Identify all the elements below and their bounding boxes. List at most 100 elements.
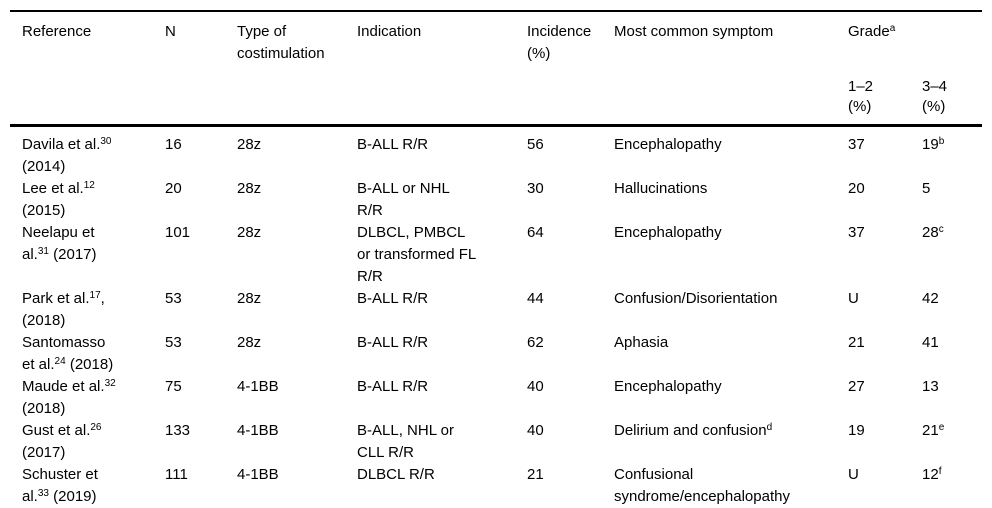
superscript: f bbox=[938, 466, 942, 477]
cell-incidence: 30 bbox=[527, 180, 544, 197]
cell-n: 20 bbox=[165, 180, 182, 197]
table-row: Neelapu et al.31 (2017) 101 28z DLBCL, PMBCL… bbox=[10, 222, 982, 288]
superscript: 31 bbox=[37, 246, 49, 257]
header-row-main: Reference N Type of costimulation Indicat… bbox=[10, 11, 982, 77]
cell-grade-3-4: 12f bbox=[922, 466, 942, 483]
col-header-costimulation: Type of costimulation bbox=[237, 23, 325, 62]
header-row-grade-sub: 1–2 (%) 3–4 (%) bbox=[10, 77, 982, 126]
cell-indication: B-ALL R/R bbox=[357, 334, 429, 351]
col-header-incidence: Incidence (%) bbox=[527, 23, 592, 62]
cell-grade-1-2: 19 bbox=[848, 422, 865, 439]
table-body: Davila et al.30 (2014) 16 28z B-ALL R/R 56 Enc… bbox=[10, 126, 982, 508]
cell-reference: Santomasso et al.24 (2018) bbox=[22, 334, 114, 373]
superscript: 30 bbox=[100, 136, 112, 147]
cell-grade-3-4: 42 bbox=[922, 290, 939, 307]
superscript: 26 bbox=[90, 422, 102, 433]
cell-n: 101 bbox=[165, 224, 191, 241]
cell-reference: Lee et al.12 (2015) bbox=[22, 180, 95, 219]
cell-incidence: 40 bbox=[527, 378, 544, 395]
col-header-reference: Reference bbox=[22, 23, 92, 40]
cell-reference: Maude et al.32 (2018) bbox=[22, 378, 116, 417]
cell-grade-3-4: 28c bbox=[922, 224, 944, 241]
header-spacer bbox=[10, 77, 848, 126]
cell-n: 133 bbox=[165, 422, 191, 439]
cell-grade-1-2: 20 bbox=[848, 180, 865, 197]
cell-costimulation: 28z bbox=[237, 136, 262, 153]
cell-reference: Davila et al.30 (2014) bbox=[22, 136, 112, 175]
cell-indication: B-ALL or NHL R/R bbox=[357, 180, 450, 219]
cell-n: 111 bbox=[165, 466, 188, 483]
col-header-indication: Indication bbox=[357, 23, 422, 40]
cell-symptom: Encephalopathy bbox=[614, 224, 722, 241]
cell-incidence: 64 bbox=[527, 224, 544, 241]
cell-incidence: 44 bbox=[527, 290, 544, 307]
superscript: c bbox=[938, 224, 944, 235]
cell-incidence: 21 bbox=[527, 466, 544, 483]
cell-grade-3-4: 5 bbox=[922, 180, 931, 197]
cell-reference: Neelapu et al.31 (2017) bbox=[22, 224, 97, 263]
table-row: Schuster et al.33 (2019) 111 4-1BB DLBCL R/R… bbox=[10, 464, 982, 508]
table-row: Gust et al.26 (2017) 133 4-1BB B-ALL, NHL or… bbox=[10, 420, 982, 464]
cell-grade-1-2: U bbox=[848, 290, 859, 307]
table-row: Park et al.17, (2018) 53 28z B-ALL R/R 44 Conf… bbox=[10, 288, 982, 332]
superscript: 24 bbox=[54, 356, 66, 367]
cell-symptom: Hallucinations bbox=[614, 180, 708, 197]
table-row: Santomasso et al.24 (2018) 53 28z B-ALL R/R 6… bbox=[10, 332, 982, 376]
cell-reference: Park et al.17, (2018) bbox=[22, 290, 105, 329]
cell-costimulation: 4-1BB bbox=[237, 378, 279, 395]
neurotoxicity-studies-table: Reference N Type of costimulation Indicat… bbox=[10, 10, 983, 508]
superscript: 33 bbox=[37, 488, 49, 499]
cell-incidence: 40 bbox=[527, 422, 544, 439]
cell-n: 75 bbox=[165, 378, 182, 395]
cell-reference: Gust et al.26 (2017) bbox=[22, 422, 102, 461]
col-header-n: N bbox=[165, 23, 176, 40]
cell-grade-1-2: 37 bbox=[848, 224, 865, 241]
cell-costimulation: 28z bbox=[237, 334, 262, 351]
col-header-grade-1-2: 1–2 (%) bbox=[848, 78, 874, 115]
table-header: Reference N Type of costimulation Indicat… bbox=[10, 11, 983, 126]
cell-costimulation: 4-1BB bbox=[237, 466, 279, 483]
table-row: Davila et al.30 (2014) 16 28z B-ALL R/R 56 Enc… bbox=[10, 126, 982, 179]
cell-n: 16 bbox=[165, 136, 182, 153]
superscript: b bbox=[938, 136, 945, 147]
table-row: Lee et al.12 (2015) 20 28z B-ALL or NHL R/R 30… bbox=[10, 178, 982, 222]
cell-incidence: 62 bbox=[527, 334, 544, 351]
cell-symptom: Encephalopathy bbox=[614, 136, 722, 153]
superscript: 17 bbox=[89, 290, 101, 301]
cell-grade-3-4: 19b bbox=[922, 136, 945, 153]
cell-grade-1-2: 21 bbox=[848, 334, 865, 351]
cell-symptom: Aphasia bbox=[614, 334, 669, 351]
cell-costimulation: 28z bbox=[237, 224, 262, 241]
cell-grade-3-4: 41 bbox=[922, 334, 939, 351]
superscript: a bbox=[889, 23, 896, 34]
col-header-grade-3-4: 3–4 (%) bbox=[922, 78, 948, 115]
cell-indication: B-ALL R/R bbox=[357, 378, 429, 395]
cell-grade-3-4: 13 bbox=[922, 378, 939, 395]
col-header-symptom: Most common symptom bbox=[614, 23, 774, 40]
superscript: 12 bbox=[83, 180, 95, 191]
cell-symptom: Delirium and confusiond bbox=[614, 422, 773, 439]
cell-costimulation: 4-1BB bbox=[237, 422, 279, 439]
cell-n: 53 bbox=[165, 290, 182, 307]
cell-n: 53 bbox=[165, 334, 182, 351]
cell-indication: DLBCL R/R bbox=[357, 466, 435, 483]
cell-indication: B-ALL R/R bbox=[357, 290, 429, 307]
cell-symptom: Confusional syndrome/encephalopathy bbox=[614, 466, 790, 505]
table-row: Maude et al.32 (2018) 75 4-1BB B-ALL R/R 40 En… bbox=[10, 376, 982, 420]
cell-costimulation: 28z bbox=[237, 290, 262, 307]
superscript: d bbox=[766, 422, 773, 433]
cell-reference: Schuster et al.33 (2019) bbox=[22, 466, 98, 505]
cell-costimulation: 28z bbox=[237, 180, 262, 197]
superscript: 32 bbox=[104, 378, 116, 389]
col-header-grade: Gradea bbox=[848, 23, 896, 40]
cell-grade-1-2: 37 bbox=[848, 136, 865, 153]
cell-symptom: Confusion/Disorientation bbox=[614, 290, 778, 307]
cell-indication: B-ALL, NHL or CLL R/R bbox=[357, 422, 454, 461]
cell-indication: DLBCL, PMBCL or transformed FL R/R bbox=[357, 224, 477, 285]
cell-indication: B-ALL R/R bbox=[357, 136, 429, 153]
cell-grade-1-2: U bbox=[848, 466, 859, 483]
cell-grade-3-4: 21e bbox=[922, 422, 945, 439]
cell-incidence: 56 bbox=[527, 136, 544, 153]
cell-symptom: Encephalopathy bbox=[614, 378, 722, 395]
